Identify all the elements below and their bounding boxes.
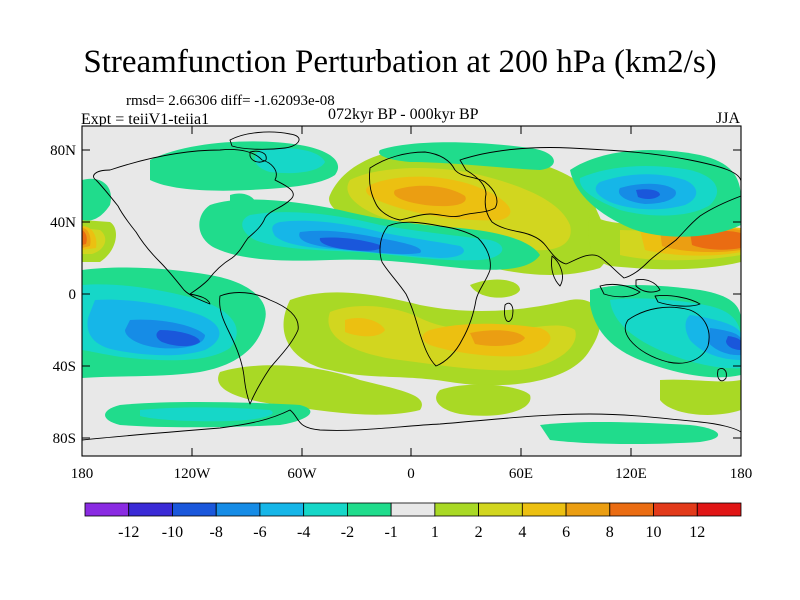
colorbar-label: -2 xyxy=(341,524,354,541)
coastlines xyxy=(82,131,741,441)
colorbar-box xyxy=(609,502,654,517)
colorbar-box xyxy=(84,502,130,517)
period-label: 072kyr BP - 000kyr BP xyxy=(328,106,479,123)
colorbar-box xyxy=(303,502,348,517)
lon-label-0: 0 xyxy=(407,466,415,482)
colorbar-labels: -12 -10 -8 -6 -4 -2 -1 1 2 4 6 8 10 12 xyxy=(118,524,705,541)
colorbar-box xyxy=(259,502,305,517)
colorbar-box xyxy=(478,502,523,517)
lat-label-80s: 80S xyxy=(53,431,76,447)
experiment-label: Expt = teiiV1-teiia1 xyxy=(81,111,210,128)
colorbar-box xyxy=(521,502,567,517)
plot-title: Streamfunction Perturbation at 200 hPa (… xyxy=(83,44,717,80)
colorbar-box xyxy=(565,502,611,517)
lon-label-180w: 180 xyxy=(71,466,94,482)
colorbar-label: -10 xyxy=(162,524,183,541)
colorbar-label: -6 xyxy=(253,524,266,541)
season-label: JJA xyxy=(716,110,741,127)
lon-label-60w: 60W xyxy=(287,466,317,482)
colorbar-box xyxy=(390,502,436,517)
colorbar-label: -12 xyxy=(118,524,139,541)
colorbar-label: 12 xyxy=(689,524,705,541)
colorbar-box xyxy=(653,502,698,517)
lon-label-120e: 120E xyxy=(615,466,647,482)
colorbar-label: -1 xyxy=(384,524,397,541)
lat-label-eq: 0 xyxy=(69,287,77,303)
colorbar-label: -8 xyxy=(210,524,223,541)
colorbar-label: -4 xyxy=(297,524,310,541)
colorbar-label: 6 xyxy=(562,524,570,541)
colorbar-box xyxy=(346,502,392,517)
stats-text: rmsd= 2.66306 diff= -1.62093e-08 xyxy=(126,93,335,109)
lat-label-40n: 40N xyxy=(50,215,76,231)
colorbar-box xyxy=(172,502,217,517)
colorbar-label: 2 xyxy=(475,524,483,541)
lon-label-180e: 180 xyxy=(730,466,753,482)
colorbar-label: 4 xyxy=(518,524,526,541)
streamfunction-field xyxy=(82,126,741,456)
colorbar-label: 10 xyxy=(646,524,662,541)
lat-label-80n: 80N xyxy=(50,143,76,159)
colorbar-box xyxy=(434,502,480,517)
colorbar-box xyxy=(215,502,261,517)
colorbar-box xyxy=(696,502,742,517)
colorbar-box xyxy=(128,502,173,517)
colorbar-label: 8 xyxy=(606,524,614,541)
lon-label-60e: 60E xyxy=(509,466,533,482)
colorbar xyxy=(84,502,742,517)
lon-label-120w: 120W xyxy=(174,466,212,482)
lat-ticks xyxy=(82,149,741,439)
lat-label-40s: 40S xyxy=(53,359,76,375)
colorbar-label: 1 xyxy=(431,524,439,541)
lon-ticks xyxy=(81,126,742,456)
